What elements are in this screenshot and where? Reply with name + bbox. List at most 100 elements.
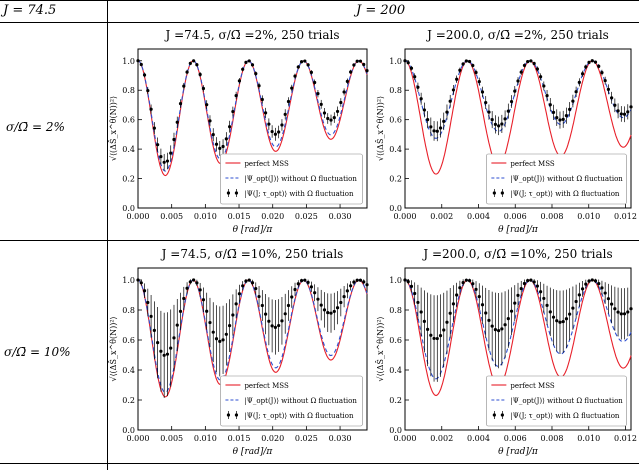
data-point xyxy=(500,327,504,331)
data-point xyxy=(257,84,261,88)
data-point xyxy=(467,279,472,283)
data-point xyxy=(228,125,232,129)
x-tick-label: 0.000 xyxy=(127,434,150,443)
header-rule xyxy=(0,22,639,23)
data-point xyxy=(309,285,313,289)
data-point xyxy=(474,70,478,75)
data-point xyxy=(529,59,533,63)
label-column-divider xyxy=(107,0,108,470)
data-point xyxy=(545,94,549,98)
data-point xyxy=(152,328,156,332)
data-point xyxy=(526,278,530,283)
data-point xyxy=(616,109,620,113)
legend-label-noisy: |Ψ(J; τ_opt)⟩ with Ω fluctuation xyxy=(244,190,354,198)
data-point xyxy=(455,293,459,297)
data-point xyxy=(273,132,277,136)
data-point xyxy=(339,300,343,305)
data-point xyxy=(568,107,572,111)
data-point xyxy=(506,317,510,321)
data-point xyxy=(152,126,156,130)
table-bottom-rule xyxy=(0,463,639,464)
data-point xyxy=(522,281,527,286)
x-tick-label: 0.010 xyxy=(577,434,600,443)
data-point xyxy=(257,294,261,299)
data-point xyxy=(205,309,209,313)
data-point xyxy=(201,298,206,302)
data-point xyxy=(218,146,222,150)
data-point xyxy=(584,65,588,69)
data-point xyxy=(619,112,623,116)
data-point xyxy=(192,59,196,63)
data-point xyxy=(509,99,514,104)
data-point xyxy=(493,328,497,332)
data-point xyxy=(416,85,420,89)
data-point xyxy=(195,63,199,67)
data-point xyxy=(162,160,166,164)
data-point xyxy=(355,278,359,282)
data-point xyxy=(237,292,242,296)
legend-box xyxy=(486,153,627,205)
y-tick-label: 0.2 xyxy=(122,396,135,405)
series-line-ideal-state xyxy=(404,279,632,380)
plot-frame xyxy=(404,48,632,209)
data-point xyxy=(254,286,258,291)
data-point xyxy=(335,109,340,114)
x-tick-label: 0.004 xyxy=(467,434,490,443)
data-point xyxy=(280,319,284,323)
data-point xyxy=(355,59,359,63)
data-point xyxy=(409,284,414,288)
data-point xyxy=(273,325,277,329)
data-point xyxy=(241,284,245,288)
data-point xyxy=(555,319,559,323)
data-point xyxy=(600,286,604,290)
data-point xyxy=(270,324,274,328)
data-point xyxy=(406,280,410,284)
data-point xyxy=(542,296,546,301)
data-point xyxy=(244,60,248,65)
data-point xyxy=(211,133,215,137)
data-point xyxy=(185,286,189,290)
data-point xyxy=(513,301,517,305)
data-point xyxy=(221,338,225,342)
data-point xyxy=(146,89,150,93)
data-point xyxy=(471,63,475,68)
data-point xyxy=(532,280,536,284)
data-point xyxy=(146,300,150,305)
legend-box xyxy=(220,153,363,205)
data-point xyxy=(438,334,443,338)
data-point xyxy=(629,105,633,109)
data-point xyxy=(548,310,552,314)
data-point xyxy=(169,346,173,350)
y-tick-label: 0.0 xyxy=(122,426,135,435)
y-tick-label: 0.6 xyxy=(122,336,135,345)
data-point xyxy=(156,340,160,345)
data-point xyxy=(629,307,633,311)
data-point xyxy=(349,284,353,288)
data-point xyxy=(568,312,572,316)
data-point xyxy=(286,99,291,104)
x-tick-label: 0.010 xyxy=(577,212,600,221)
data-point xyxy=(221,144,225,149)
data-point xyxy=(413,291,417,296)
data-point xyxy=(571,306,575,310)
data-point xyxy=(149,314,153,318)
data-point xyxy=(231,313,235,317)
data-point xyxy=(458,68,462,72)
legend-label-ideal: |Ψ_opt(J)⟩ without Ω fluctuation xyxy=(510,397,623,405)
data-point xyxy=(403,278,407,282)
row-divider xyxy=(0,240,639,241)
data-point xyxy=(432,336,436,341)
legend-label-ideal: |Ψ_opt(J)⟩ without Ω fluctuation xyxy=(244,397,357,405)
data-point xyxy=(477,80,481,84)
data-point xyxy=(244,279,248,283)
data-point xyxy=(535,284,539,288)
data-point xyxy=(326,116,330,121)
plot-panel-j200-2pct: J =200.0, σ/Ω̄ =2%, 250 trials 0.0 0.2 0.4 0… xyxy=(376,28,637,235)
data-point xyxy=(306,63,310,67)
data-point xyxy=(313,80,317,85)
data-point xyxy=(247,59,251,63)
data-point xyxy=(513,89,517,93)
data-point xyxy=(577,293,581,297)
data-point xyxy=(149,107,153,111)
data-point xyxy=(322,111,327,115)
